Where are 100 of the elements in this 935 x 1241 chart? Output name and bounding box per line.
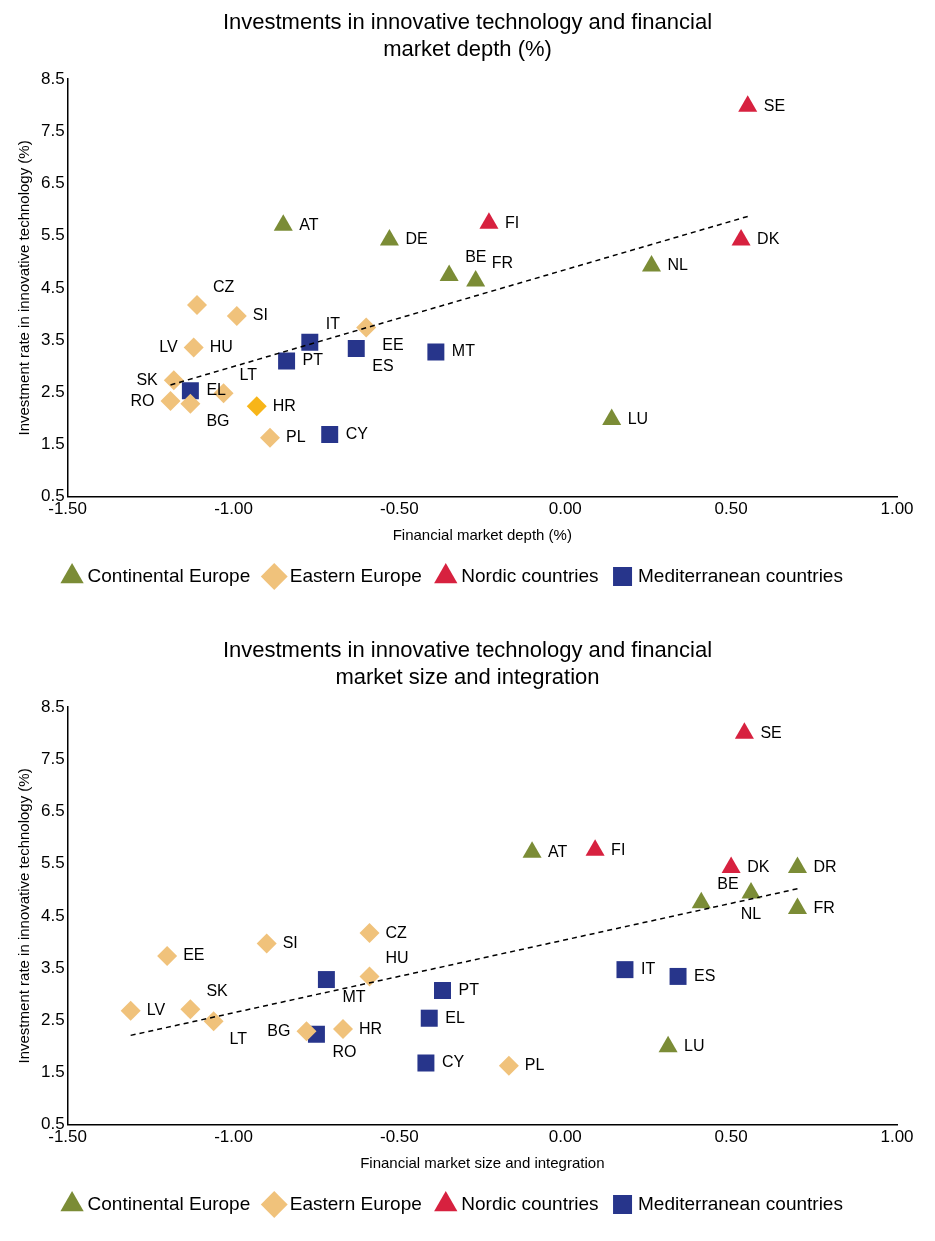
point — [359, 966, 380, 987]
annotation: BG — [206, 412, 230, 430]
annotation: LU — [684, 1037, 705, 1055]
point — [356, 317, 377, 338]
legend-label: Nordic countries — [461, 564, 599, 586]
legend-label: Continental Europe — [87, 564, 251, 586]
annotation: EE — [183, 946, 205, 964]
point — [301, 333, 319, 351]
y-tick-label: 4.5 — [40, 905, 65, 925]
point — [203, 1011, 224, 1032]
point — [183, 337, 204, 358]
annotation: DK — [747, 857, 770, 875]
y-tick-label: 8.5 — [40, 696, 65, 716]
annotation: ES — [694, 966, 716, 984]
annotation: MT — [342, 987, 366, 1005]
point — [417, 1054, 435, 1072]
point — [738, 95, 758, 112]
annotation: LV — [146, 1001, 166, 1019]
point — [332, 1019, 353, 1040]
point — [296, 1021, 317, 1042]
annotation: EE — [382, 335, 404, 353]
point — [321, 426, 339, 443]
annotation: FR — [491, 253, 514, 271]
y-axis-title: Investment rate in innovative technology (%) — [15, 140, 33, 436]
point — [256, 933, 277, 954]
annotation: SI — [282, 933, 298, 951]
point — [466, 270, 486, 287]
annotation: LT — [239, 365, 258, 383]
annotation: AT — [299, 215, 319, 233]
x-tick-label: -0.50 — [380, 499, 419, 519]
point — [479, 212, 499, 229]
annotation: HU — [385, 948, 409, 966]
annotation: PL — [286, 428, 306, 446]
annotation: NL — [667, 256, 689, 274]
annotation: RO — [332, 1042, 357, 1060]
annotation: PL — [524, 1056, 545, 1074]
point — [157, 946, 178, 967]
y-tick-label: 4.5 — [40, 277, 65, 297]
annotation: IT — [325, 314, 341, 332]
y-tick-label: 7.5 — [40, 749, 65, 769]
annotation: SE — [763, 96, 786, 114]
point — [278, 352, 296, 370]
legend-label: Mediterranean countries — [638, 1192, 843, 1214]
point — [187, 295, 208, 316]
y-tick-label: 2.5 — [40, 381, 65, 401]
legend-label: Continental Europe — [87, 1192, 251, 1214]
point — [359, 923, 380, 944]
point — [669, 967, 687, 985]
x-tick-label: -0.50 — [380, 1127, 419, 1147]
point — [498, 1055, 519, 1076]
y-tick-label: 5.5 — [40, 225, 65, 245]
annotation: FI — [611, 840, 626, 858]
point — [180, 393, 201, 414]
point — [522, 841, 542, 858]
point — [180, 999, 201, 1020]
annotation: SI — [252, 306, 268, 324]
annotation: RO — [130, 391, 155, 409]
x-tick-label: 0.50 — [714, 1127, 748, 1147]
annotation: MT — [451, 342, 476, 360]
y-tick-label: 3.5 — [40, 329, 65, 349]
point — [163, 370, 184, 391]
annotation: DK — [757, 230, 780, 248]
point — [787, 856, 807, 873]
y-tick-label: 5.5 — [40, 853, 65, 873]
y-tick-label: 2.5 — [40, 1009, 65, 1029]
annotation: DE — [405, 230, 428, 248]
annotation: HR — [358, 1019, 383, 1037]
annotation: CY — [441, 1053, 465, 1071]
annotation: EL — [206, 381, 227, 399]
y-tick-label: 6.5 — [40, 801, 65, 821]
annotation: AT — [548, 842, 568, 860]
annotation: SK — [206, 981, 229, 999]
annotation: FR — [813, 899, 835, 916]
point — [787, 897, 807, 915]
y-tick-label: 1.5 — [40, 1062, 65, 1082]
annotation: EL — [445, 1008, 465, 1026]
point — [434, 982, 451, 999]
point — [641, 254, 662, 272]
x-axis-title: Financial market size and integration — [360, 1154, 605, 1172]
annotation: PT — [302, 351, 324, 369]
x-axis-title: Financial market depth (%) — [392, 526, 572, 544]
annotation: LV — [159, 337, 179, 355]
point — [585, 839, 605, 856]
y-tick-label: 8.5 — [40, 68, 65, 88]
annotation: BE — [717, 875, 739, 893]
point — [379, 228, 399, 246]
point — [347, 339, 365, 357]
x-tick-label: 0.50 — [714, 499, 748, 519]
x-tick-label: -1.00 — [214, 1127, 253, 1147]
y-tick-label: 7.5 — [40, 121, 65, 141]
annotation: BE — [465, 247, 487, 265]
annotation: LT — [229, 1029, 248, 1047]
annotation: SE — [760, 723, 782, 741]
point — [317, 971, 335, 989]
y-tick-label: 3.5 — [40, 957, 65, 977]
point — [731, 228, 751, 246]
annotation: CZ — [385, 923, 408, 941]
y-tick-label: 1.5 — [40, 434, 65, 454]
annotation: CZ — [213, 277, 235, 295]
legend-label: Mediterranean countries — [638, 564, 843, 586]
